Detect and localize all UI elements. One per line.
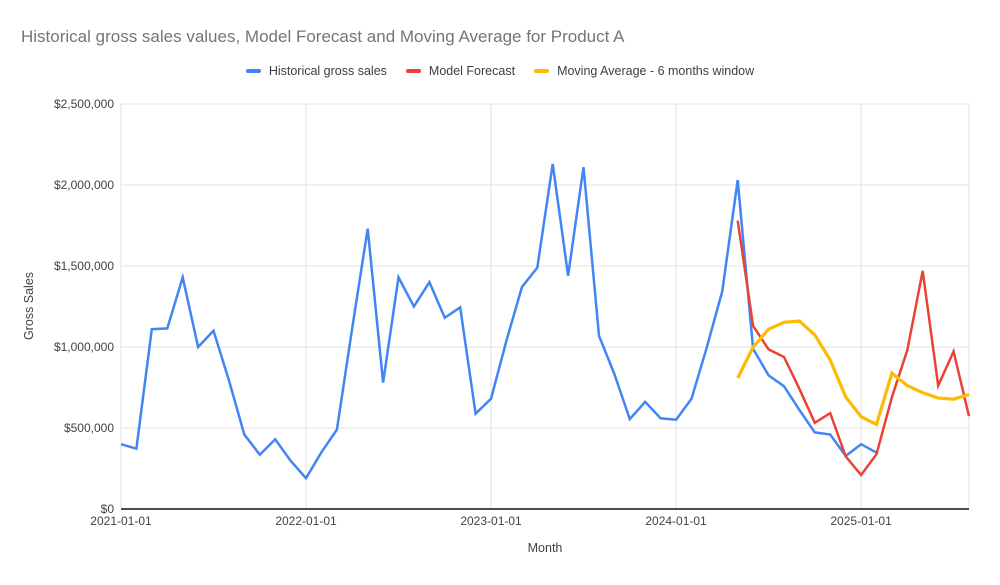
series-line-0 xyxy=(120,163,878,481)
legend-swatch-moving-average-icon xyxy=(534,69,550,73)
legend-label-historical: Historical gross sales xyxy=(268,64,387,78)
y-tick-label: $2,500,000 xyxy=(54,97,114,111)
series-line-2 xyxy=(736,319,970,427)
legend-swatch-historical-icon xyxy=(245,69,261,73)
x-tick-label: 2025-01-01 xyxy=(830,514,892,528)
legend-item-moving-average: Moving Average - 6 months window xyxy=(534,64,754,78)
x-axis-title: Month xyxy=(527,541,563,555)
y-tick-label: $1,500,000 xyxy=(54,259,114,273)
legend-label-forecast: Model Forecast xyxy=(428,64,516,78)
y-axis-title: Gross Sales xyxy=(22,271,36,341)
y-tick-label: $0 xyxy=(101,502,115,516)
x-tick-label: 2023-01-01 xyxy=(460,514,522,528)
legend-label-moving-average: Moving Average - 6 months window xyxy=(557,64,755,78)
x-tick-label: 2024-01-01 xyxy=(645,514,707,528)
x-tick-label: 2021-01-01 xyxy=(90,514,152,528)
legend-item-forecast: Model Forecast xyxy=(405,64,516,78)
x-tick-label: 2022-01-01 xyxy=(275,514,337,528)
legend-item-historical: Historical gross sales xyxy=(245,64,387,78)
y-tick-label: $2,000,000 xyxy=(54,178,114,192)
chart-title: Historical gross sales values, Model For… xyxy=(21,27,625,46)
series-line-1 xyxy=(736,220,971,478)
y-tick-label: $1,000,000 xyxy=(54,340,114,354)
y-tick-label: $500,000 xyxy=(64,421,114,435)
legend: Historical gross sales Model Forecast Mo… xyxy=(0,64,1000,78)
legend-swatch-forecast-icon xyxy=(405,69,421,73)
